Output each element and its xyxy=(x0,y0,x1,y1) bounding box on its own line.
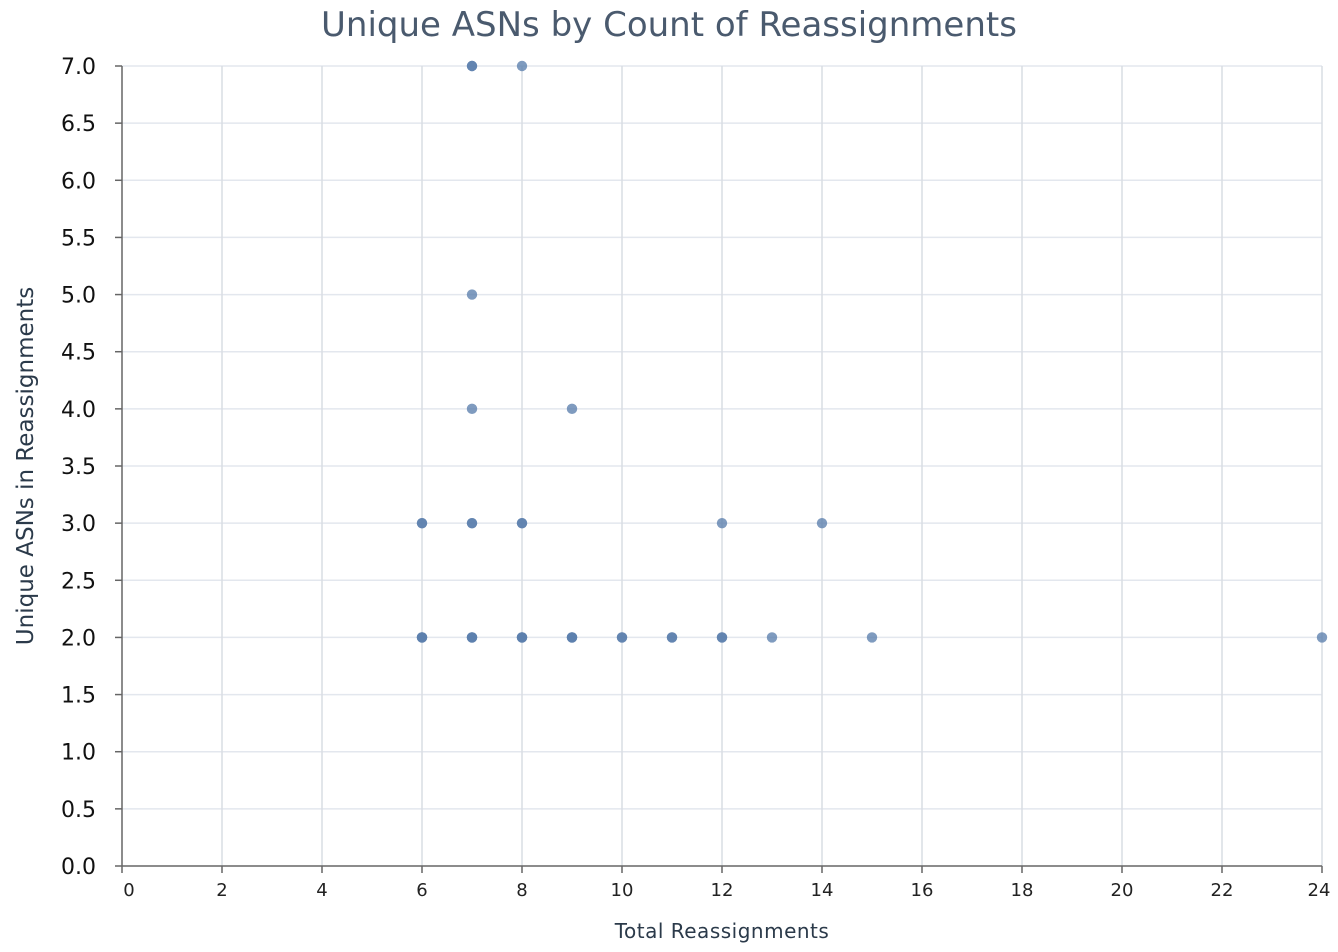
data-point[interactable] xyxy=(1316,632,1328,643)
y-tick-label: 0.0 xyxy=(61,855,96,880)
y-axis-label: Unique ASNs in Reassignments xyxy=(13,287,39,645)
data-point[interactable] xyxy=(866,632,878,643)
y-tick-label: 1.0 xyxy=(61,741,96,766)
tick-layer: 0.0 0.5 1.0 1.5 2.0 2.5 3.0 3.5 4.0 4.5 5.0 5.5 6.0 6… xyxy=(61,55,1330,901)
x-tick-label: 10 xyxy=(611,880,634,901)
data-point[interactable] xyxy=(466,517,478,529)
data-point[interactable] xyxy=(816,517,828,529)
x-tick-label: 2 xyxy=(216,880,227,901)
data-point[interactable] xyxy=(716,632,728,643)
data-point[interactable] xyxy=(516,517,528,529)
data-point[interactable] xyxy=(466,403,478,415)
y-tick-label: 2.0 xyxy=(61,626,96,651)
chart-title: Unique ASNs by Count of Reassignments xyxy=(321,5,1017,45)
x-tick-label: 16 xyxy=(911,880,934,901)
y-tick-label: 4.0 xyxy=(61,398,96,423)
x-tick-label: 8 xyxy=(516,880,527,901)
x-tick-label: 0 xyxy=(123,880,134,901)
y-tick-label: 5.0 xyxy=(61,284,96,309)
data-point[interactable] xyxy=(416,632,428,643)
x-tick-label: 12 xyxy=(711,880,734,901)
data-point[interactable] xyxy=(716,517,728,529)
x-tick-label: 24 xyxy=(1308,880,1331,901)
y-tick-label: 6.0 xyxy=(61,169,96,194)
data-point[interactable] xyxy=(616,632,628,643)
y-tick-label: 2.5 xyxy=(61,569,96,594)
data-point[interactable] xyxy=(516,60,528,72)
y-tick-label: 3.0 xyxy=(61,512,96,537)
y-tick-label: 3.5 xyxy=(61,455,96,480)
data-point[interactable] xyxy=(566,632,578,643)
data-point[interactable] xyxy=(666,632,678,643)
x-axis-label: Total Reassignments xyxy=(614,919,830,943)
data-point[interactable] xyxy=(416,517,428,529)
data-point[interactable] xyxy=(566,403,578,415)
x-tick-label: 20 xyxy=(1111,880,1134,901)
point-layer xyxy=(416,60,1328,643)
y-tick-label: 0.5 xyxy=(61,798,96,823)
data-point[interactable] xyxy=(466,632,478,643)
data-point[interactable] xyxy=(466,60,478,72)
y-tick-label: 7.0 xyxy=(61,55,96,80)
y-tick-label: 5.5 xyxy=(61,226,96,251)
grid-layer xyxy=(122,65,1323,866)
x-tick-label: 18 xyxy=(1011,880,1034,901)
data-point[interactable] xyxy=(516,632,528,643)
y-tick-label: 4.5 xyxy=(61,341,96,366)
x-tick-label: 6 xyxy=(416,880,427,901)
y-tick-label: 6.5 xyxy=(61,112,96,137)
x-tick-label: 14 xyxy=(811,880,834,901)
y-tick-label: 1.5 xyxy=(61,684,96,709)
x-tick-label: 4 xyxy=(316,880,327,901)
data-point[interactable] xyxy=(766,632,778,643)
data-point[interactable] xyxy=(466,289,478,300)
x-tick-label: 22 xyxy=(1211,880,1234,901)
